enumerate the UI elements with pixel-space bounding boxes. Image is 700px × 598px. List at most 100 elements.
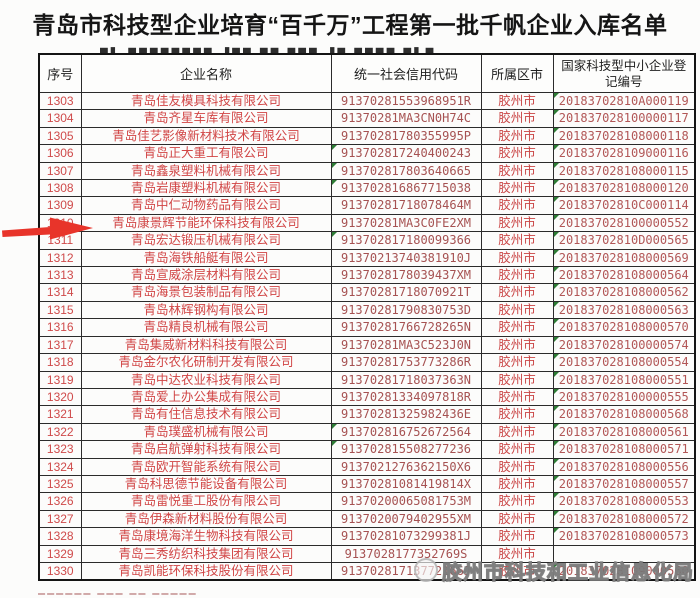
excel-green-flag-icon	[554, 424, 559, 429]
credit-code-cell: 9137020079402955XM	[330, 509, 482, 529]
district-cell: 胶州市	[480, 318, 554, 337]
serial-cell: 1326	[38, 492, 82, 511]
company-name-cell: 青岛佳艺影像新材料技术有限公司	[80, 126, 332, 146]
excel-green-flag-icon	[554, 476, 559, 481]
registration-no-cell: 201837028100000117	[552, 109, 696, 128]
serial-cell: 1318	[38, 353, 82, 372]
table-row: 1319 青岛中达农业科技有限公司 91370281718037363N 胶州市 201…	[38, 370, 696, 389]
serial-cell: 1327	[38, 509, 82, 529]
registration-no-cell: 201837028108000572	[552, 509, 696, 529]
excel-green-flag-icon	[554, 354, 559, 360]
credit-code-cell: 91370281713772166J	[330, 561, 482, 581]
credit-code-cell: 913702817240400243	[330, 144, 482, 163]
registration-no-cell: 201837028108000115	[552, 161, 696, 181]
serial-cell: 1325	[38, 474, 82, 494]
registration-no-cell: 201837028108000563	[552, 300, 696, 320]
credit-code-cell: 9137021276362150X6	[330, 457, 482, 476]
table-row: 1307 青岛鑫泉塑料机械有限公司 913702817803640665 胶州市 201…	[38, 161, 696, 181]
serial-cell: 1323	[38, 440, 82, 459]
header-credit-code: 统一社会信用代码	[330, 53, 482, 93]
registration-no-cell: 201837028108000568	[552, 405, 696, 424]
excel-green-flag-icon	[554, 337, 559, 342]
company-name-cell: 青岛中达农业科技有限公司	[80, 370, 332, 389]
registration-no-cell: 20183702810C000114	[552, 196, 696, 215]
company-name-cell: 青岛璞盛机械有限公司	[80, 422, 332, 442]
district-cell: 胶州市	[480, 335, 554, 355]
excel-green-flag-icon	[554, 180, 559, 186]
district-cell: 胶州市	[480, 300, 554, 320]
district-cell: 胶州市	[480, 370, 554, 389]
company-name-cell: 青岛金尔农化研制开发有限公司	[80, 353, 332, 372]
table-row: 1304 青岛齐星车库有限公司 91370281MA3CN0H74C 胶州市 20183…	[38, 109, 696, 128]
company-name-cell: 青岛岩康塑料机械有限公司	[80, 179, 332, 198]
district-cell: 胶州市	[480, 492, 554, 511]
credit-code-cell: 91370281718078464M	[330, 196, 482, 215]
table-row: 1318 青岛金尔农化研制开发有限公司 91370281753773286R 胶州市 2…	[38, 353, 696, 372]
company-name-cell: 青岛启航弹射科技有限公司	[80, 440, 332, 459]
excel-green-flag-icon	[332, 145, 337, 151]
credit-code-cell: 91370281081419814X	[330, 474, 482, 494]
excel-green-flag-icon	[554, 93, 559, 98]
district-cell: 胶州市	[480, 248, 554, 268]
district-cell: 胶州市	[480, 196, 554, 215]
excel-green-flag-icon	[554, 319, 559, 325]
registration-no-cell: 201837028108000120	[552, 179, 696, 198]
header-district: 所属区市	[480, 53, 554, 93]
district-cell: 胶州市	[480, 387, 554, 407]
credit-code-cell: 913702817803640665	[330, 161, 482, 181]
clipped-next-row-artifact: ▀▀▀▀▀▀ ▀▀▀ ▀▀ ▀▀▀▀▀	[38, 593, 694, 598]
credit-code-cell: 91370281MA3C0FE2XM	[330, 213, 482, 233]
registration-no-cell: 201837028108000118	[552, 126, 696, 146]
registration-no-cell: 201837028108000553	[552, 492, 696, 511]
serial-cell: 1319	[38, 370, 82, 389]
serial-cell: 1306	[38, 144, 82, 163]
excel-green-flag-icon	[554, 145, 559, 151]
excel-green-flag-icon	[554, 528, 559, 534]
table-row: 1329 青岛三秀纺织科技集团有限公司 9137028177352769S 胶州市	[38, 544, 696, 563]
district-cell: 胶州市	[480, 109, 554, 128]
district-cell: 胶州市	[480, 283, 554, 302]
excel-green-flag-icon	[554, 215, 559, 220]
company-name-cell: 青岛鑫泉塑料机械有限公司	[80, 161, 332, 181]
table-row: 1303 青岛佳友模具科技有限公司 91370281553968951R 胶州市 201…	[38, 91, 696, 111]
company-name-cell: 青岛凯能环保科技股份有限公司	[80, 561, 332, 581]
company-name-cell: 青岛康境海洋生物科技有限公司	[80, 527, 332, 546]
registration-no-cell: 201837028108000564	[552, 266, 696, 285]
company-name-cell: 青岛伊森新材料股份有限公司	[80, 509, 332, 529]
table-row: 1320 青岛爱上办公集成有限公司 91370281334097818R 胶州市 201…	[38, 387, 696, 407]
registration-no-cell: 201837028108000561	[552, 422, 696, 442]
serial-cell: 1305	[38, 126, 82, 146]
company-name-cell: 青岛有住信息技术有限公司	[80, 405, 332, 424]
table-row: 1305 青岛佳艺影像新材料技术有限公司 91370281780355995P 胶州市…	[38, 126, 696, 146]
company-name-cell: 青岛集威新材料科技有限公司	[80, 335, 332, 355]
registration-no-cell: 201837028108000551	[552, 370, 696, 389]
credit-code-cell: 91370281753773286R	[330, 353, 482, 372]
registration-no-cell: 201837028100000555	[552, 387, 696, 407]
district-cell: 胶州市	[480, 544, 554, 563]
district-cell: 胶州市	[480, 527, 554, 546]
serial-cell: 1316	[38, 318, 82, 337]
company-name-cell: 青岛齐星车库有限公司	[80, 109, 332, 128]
registration-no-cell: 201837028109000560	[552, 561, 696, 581]
credit-code-cell: 91370281790830753D	[330, 300, 482, 320]
excel-green-flag-icon	[332, 424, 337, 429]
excel-green-flag-icon	[554, 511, 559, 516]
clipped-text-artifact: ▄▖ ▄▄▄▄▄▄▄▄ ▗▄▄ ▄▄ ▄▄▄ ▗▄ ▄▄▄▄ ▄▖▄	[100, 43, 437, 53]
serial-cell: 1321	[38, 405, 82, 424]
table-row: 1330 青岛凯能环保科技股份有限公司 91370281713772166J 胶州市 2…	[38, 561, 696, 581]
credit-code-cell: 91370281325982436E	[330, 405, 482, 424]
serial-cell: 1312	[38, 248, 82, 268]
serial-cell: 1317	[38, 335, 82, 355]
serial-cell: 1311	[38, 231, 82, 250]
registration-no-cell: 201837028109000116	[552, 144, 696, 163]
table-row: 1321 青岛有住信息技术有限公司 91370281325982436E 胶州市 201…	[38, 405, 696, 424]
table-row: 1317 青岛集威新材料科技有限公司 91370281MA3C523J0N 胶州市 20…	[38, 335, 696, 355]
registration-no-cell	[552, 544, 696, 563]
registration-no-cell: 201837028108000556	[552, 457, 696, 476]
district-cell: 胶州市	[480, 144, 554, 163]
registration-no-cell: 201837028108000554	[552, 353, 696, 372]
credit-code-cell: 913702816752672564	[330, 422, 482, 442]
credit-code-cell: 91370281780355995P	[330, 126, 482, 146]
excel-green-flag-icon	[554, 232, 559, 238]
serial-cell: 1313	[38, 266, 82, 285]
